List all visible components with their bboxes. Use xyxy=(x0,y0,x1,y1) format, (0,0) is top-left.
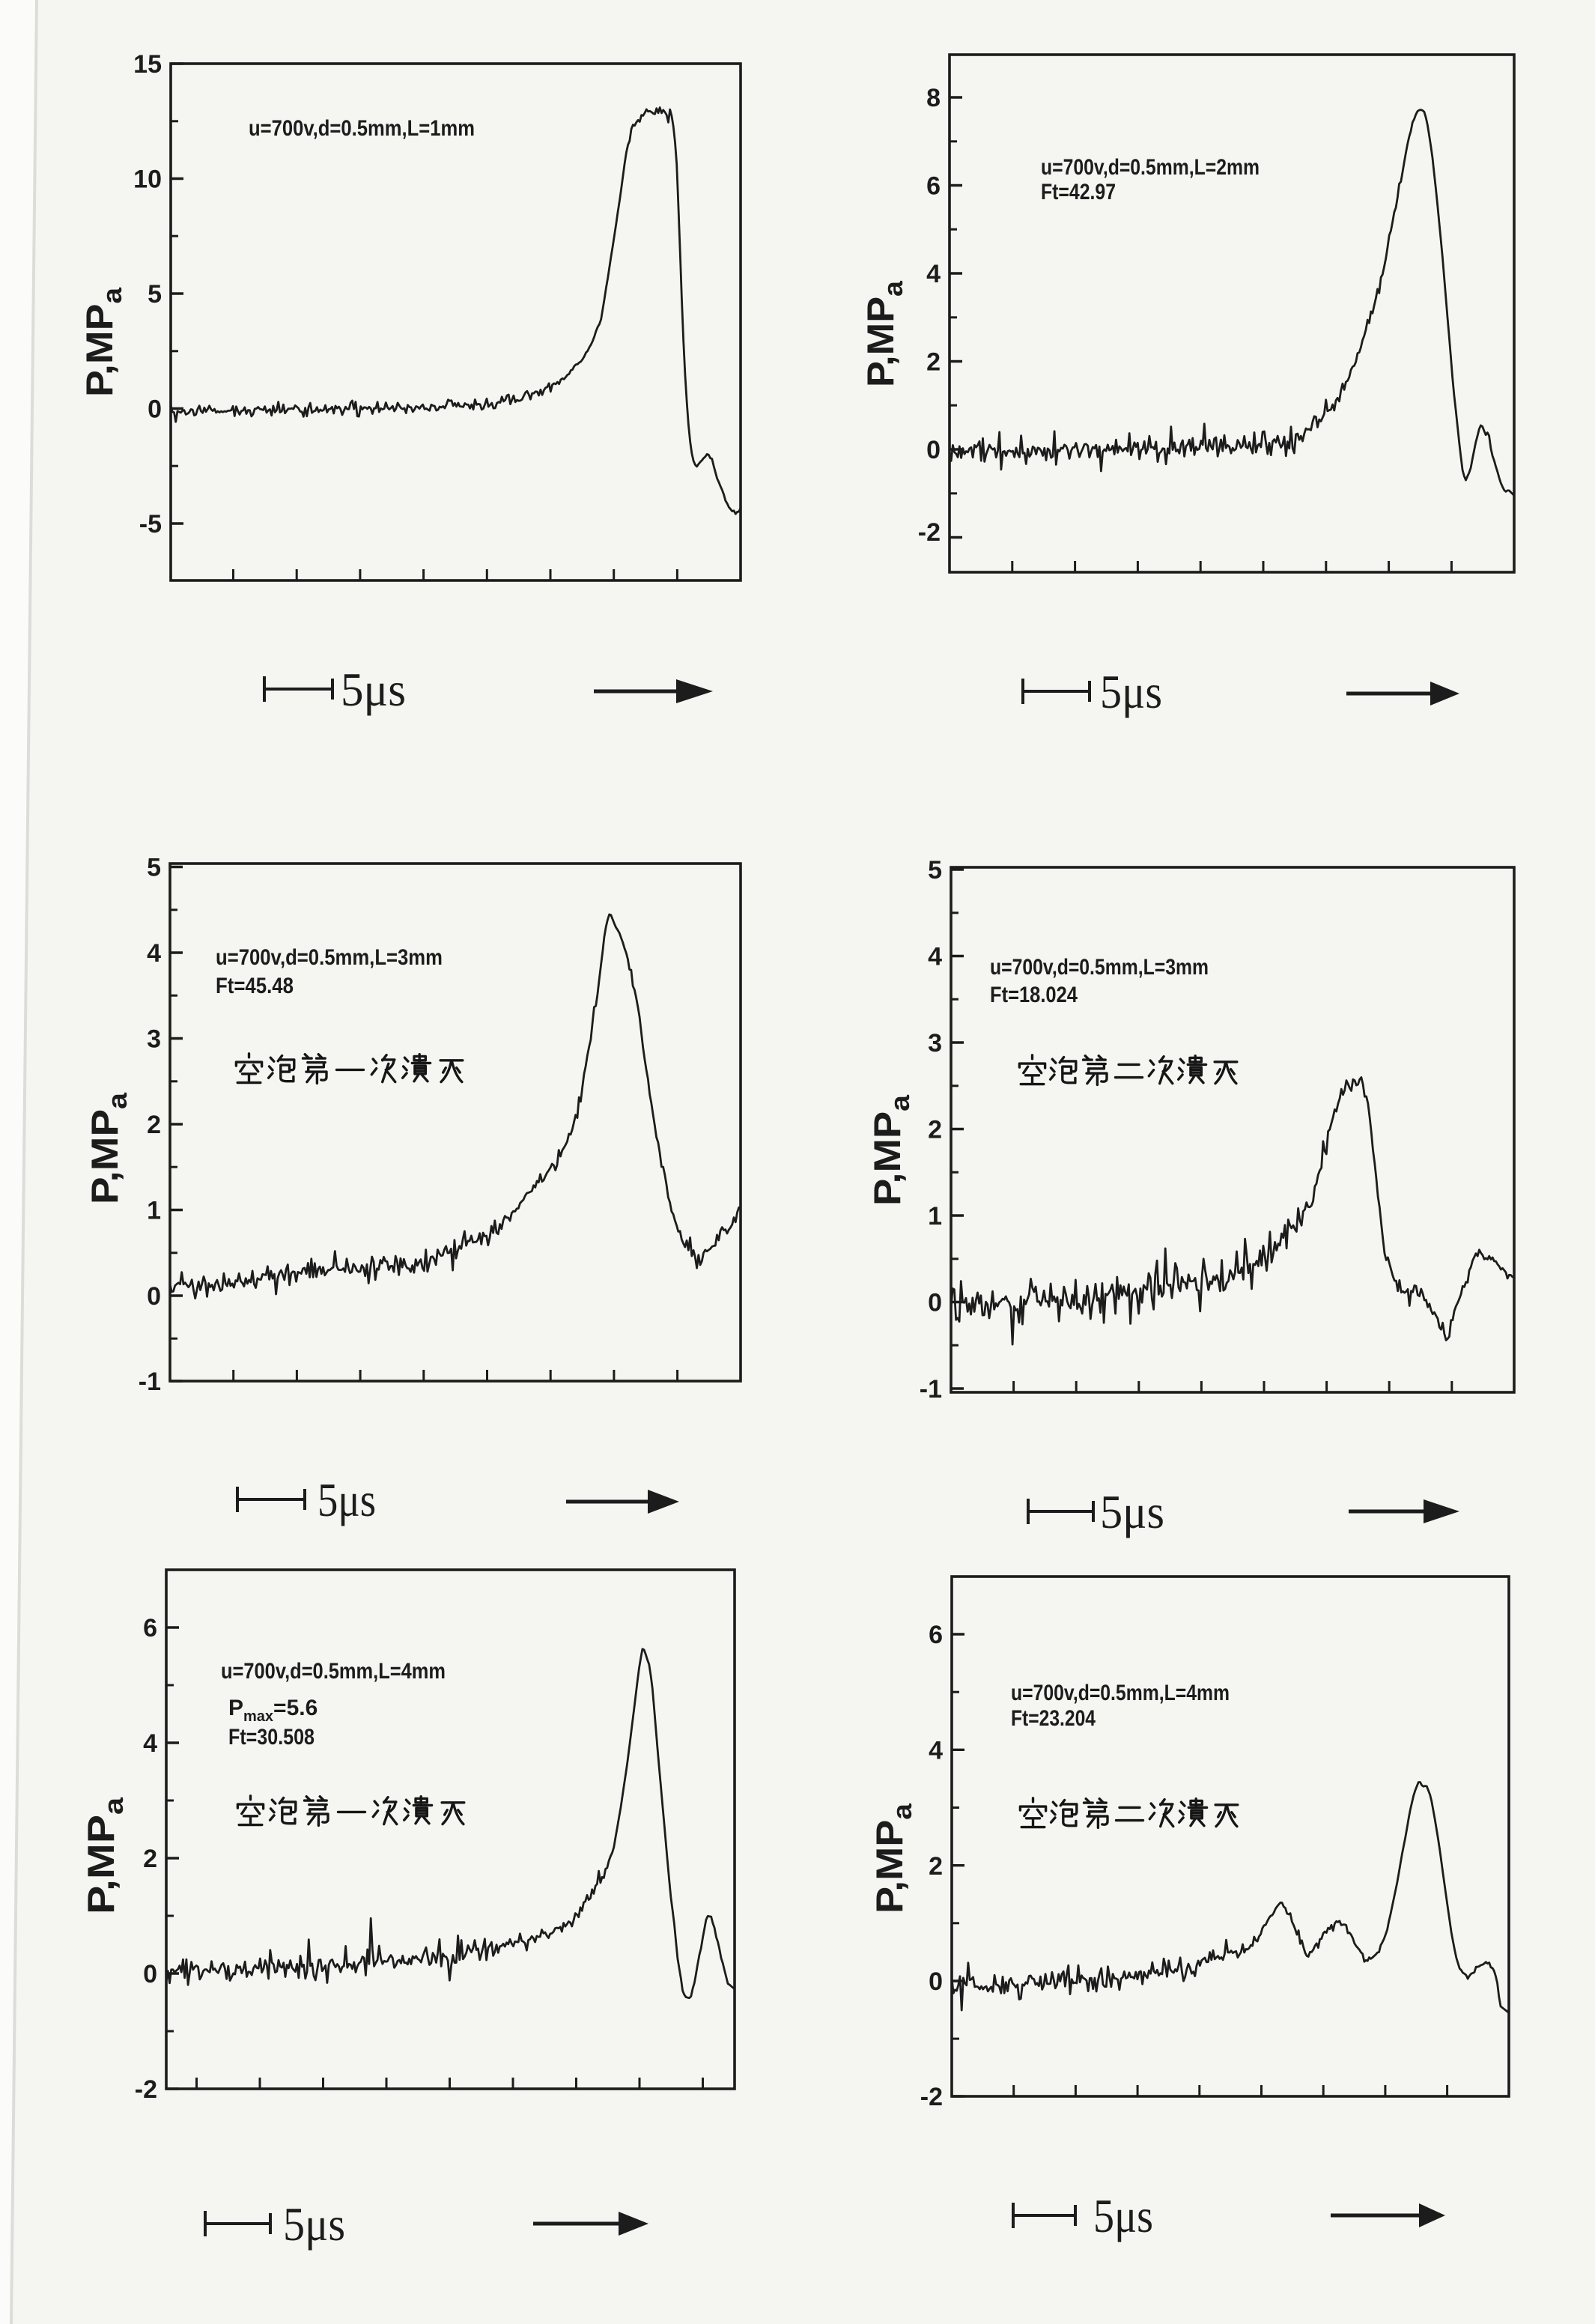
svg-text:5μs: 5μs xyxy=(341,663,406,716)
svg-text:5: 5 xyxy=(148,280,162,309)
svg-text:1: 1 xyxy=(928,1202,942,1231)
svg-text:4: 4 xyxy=(928,943,942,971)
svg-text:5: 5 xyxy=(147,854,161,882)
svg-text:P,MPa: P,MPa xyxy=(869,1803,917,1914)
svg-text:-2: -2 xyxy=(918,518,941,547)
svg-text:2: 2 xyxy=(928,1116,942,1144)
svg-text:Ft=30.508: Ft=30.508 xyxy=(228,1725,315,1750)
svg-text:u=700v,d=0.5mm,L=3mm: u=700v,d=0.5mm,L=3mm xyxy=(216,945,443,970)
svg-text:u=700v,d=0.5mm,L=2mm: u=700v,d=0.5mm,L=2mm xyxy=(1041,155,1260,180)
svg-text:0: 0 xyxy=(929,1967,943,1996)
svg-text:2: 2 xyxy=(926,348,941,377)
svg-text:3: 3 xyxy=(928,1029,942,1058)
svg-text:P,MPa: P,MPa xyxy=(79,287,127,397)
svg-text:4: 4 xyxy=(929,1737,943,1765)
svg-text:0: 0 xyxy=(926,436,941,464)
svg-text:5μs: 5μs xyxy=(283,2197,345,2251)
svg-text:4: 4 xyxy=(143,1729,157,1758)
svg-text:10: 10 xyxy=(133,166,162,194)
svg-text:3: 3 xyxy=(147,1025,161,1054)
svg-text:0: 0 xyxy=(143,1960,157,1988)
svg-text:15: 15 xyxy=(133,50,162,79)
svg-text:Pmax=5.6: Pmax=5.6 xyxy=(228,1696,318,1725)
svg-text:0: 0 xyxy=(928,1289,942,1317)
svg-text:6: 6 xyxy=(929,1621,943,1649)
svg-text:u=700v,d=0.5mm,L=4mm: u=700v,d=0.5mm,L=4mm xyxy=(1011,1681,1230,1705)
svg-text:Ft=45.48: Ft=45.48 xyxy=(216,974,294,998)
svg-text:5μs: 5μs xyxy=(1093,2189,1153,2242)
svg-text:5μs: 5μs xyxy=(1100,665,1162,718)
svg-text:0: 0 xyxy=(147,1282,161,1311)
svg-text:6: 6 xyxy=(143,1614,157,1642)
svg-text:P,MPa: P,MPa xyxy=(80,1797,129,1914)
svg-text:6: 6 xyxy=(926,172,941,201)
svg-text:2: 2 xyxy=(143,1845,157,1873)
svg-text:Ft=23.204: Ft=23.204 xyxy=(1011,1706,1096,1731)
svg-text:Ft=42.97: Ft=42.97 xyxy=(1041,180,1116,204)
svg-text:Ft=18.024: Ft=18.024 xyxy=(990,983,1078,1007)
svg-text:5: 5 xyxy=(928,856,942,885)
svg-text:4: 4 xyxy=(926,260,941,288)
svg-text:u=700v,d=0.5mm,L=3mm: u=700v,d=0.5mm,L=3mm xyxy=(990,955,1209,980)
svg-text:-1: -1 xyxy=(139,1368,161,1396)
svg-text:-1: -1 xyxy=(920,1375,942,1404)
svg-text:5μs: 5μs xyxy=(1100,1485,1164,1538)
svg-text:-2: -2 xyxy=(920,2083,943,2111)
svg-text:P,MPa: P,MPa xyxy=(84,1092,133,1204)
svg-text:P,MPa: P,MPa xyxy=(866,1094,915,1206)
svg-text:1: 1 xyxy=(147,1197,161,1225)
svg-text:0: 0 xyxy=(148,395,162,424)
svg-text:P,MPa: P,MPa xyxy=(860,280,908,387)
svg-text:5μs: 5μs xyxy=(318,1473,376,1526)
svg-text:4: 4 xyxy=(147,939,161,968)
svg-text:-5: -5 xyxy=(139,510,162,538)
svg-text:u=700v,d=0.5mm,L=1mm: u=700v,d=0.5mm,L=1mm xyxy=(249,116,475,141)
svg-text:u=700v,d=0.5mm,L=4mm: u=700v,d=0.5mm,L=4mm xyxy=(221,1659,446,1684)
svg-text:2: 2 xyxy=(147,1111,161,1139)
svg-text:-2: -2 xyxy=(135,2075,157,2104)
svg-text:8: 8 xyxy=(926,84,941,112)
svg-text:2: 2 xyxy=(929,1852,943,1881)
